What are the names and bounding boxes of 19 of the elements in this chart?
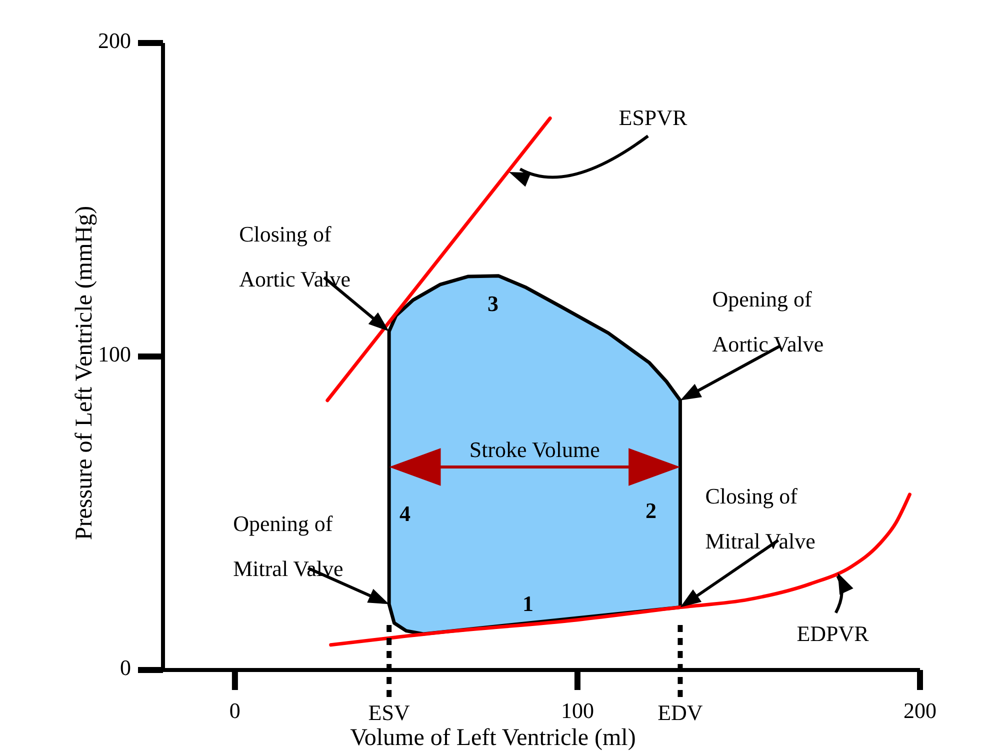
y-tick-label: 100: [98, 342, 131, 367]
annotation: 3: [488, 291, 498, 316]
y-tick-label: 0: [120, 655, 131, 680]
annotation: EDPVR: [796, 620, 870, 646]
ref-line-label: ESV: [368, 700, 410, 725]
y-axis-title: Pressure of Left Ventricle (mmHg): [72, 206, 98, 540]
annotation: Opening of Aortic Valve: [712, 286, 824, 356]
ref-line-label: EDV: [658, 700, 703, 725]
x-tick-label: 200: [904, 698, 936, 723]
x-tick-label: 100: [560, 698, 594, 723]
annotation: ESPVR: [618, 105, 688, 130]
annotation: 2: [646, 498, 656, 524]
annotation: 1: [522, 591, 534, 616]
annotation: Closing of Aortic Valve: [239, 221, 350, 292]
annotation: 4: [400, 501, 410, 526]
x-tick-label: 0: [229, 698, 240, 723]
y-tick-label: 200: [98, 28, 131, 54]
annotation: Stroke Volume: [469, 437, 600, 462]
x-axis-title: Volume of Left Ventricle (ml): [350, 725, 636, 751]
